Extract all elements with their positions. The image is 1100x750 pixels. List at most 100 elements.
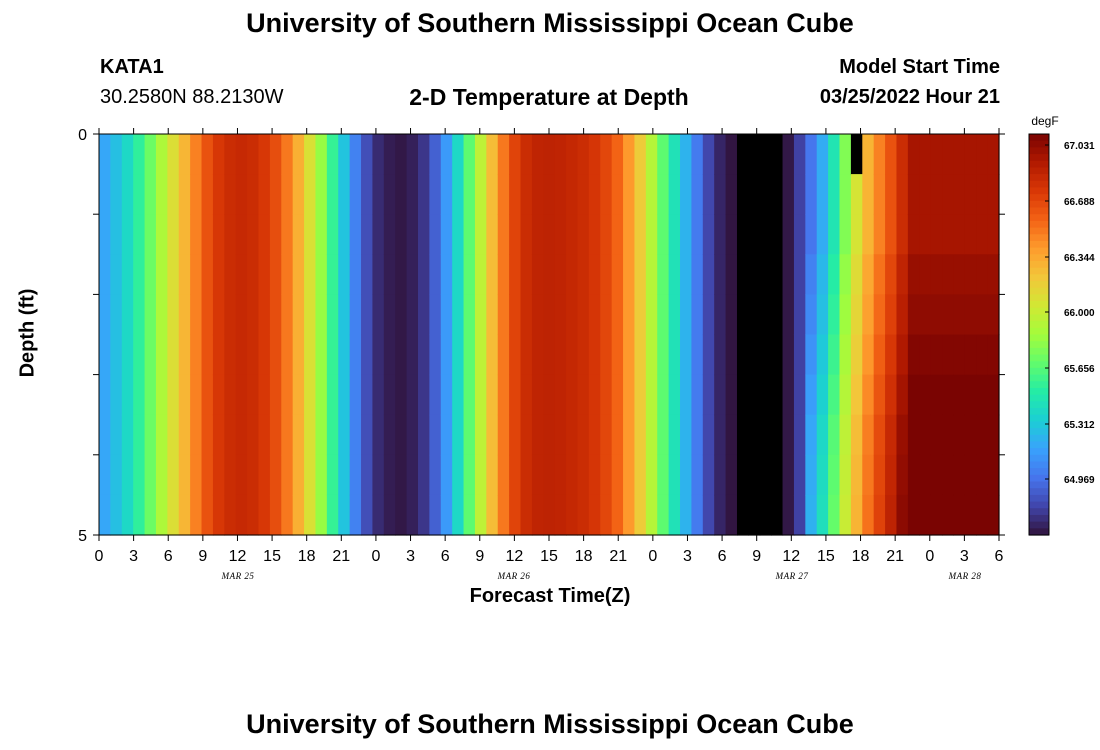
heatmap-cell xyxy=(269,254,282,295)
heatmap-cell xyxy=(680,134,692,175)
heatmap-cell xyxy=(463,334,476,376)
heatmap-cell xyxy=(987,254,1000,295)
heatmap-cell xyxy=(247,494,260,536)
heatmap-cell xyxy=(828,334,841,376)
heatmap-cell xyxy=(315,374,328,416)
heatmap-cell xyxy=(167,174,180,215)
heatmap-cell xyxy=(873,134,886,175)
heatmap-cell xyxy=(976,294,989,336)
heatmap-cell xyxy=(247,374,260,416)
heatmap-cell xyxy=(782,334,795,376)
heatmap-cell xyxy=(828,454,841,496)
heatmap-cell xyxy=(304,254,317,295)
heatmap-cell xyxy=(304,294,317,336)
heatmap-cell xyxy=(395,414,408,456)
heatmap-cell xyxy=(566,254,579,295)
heatmap-cell xyxy=(110,414,123,456)
x-tick-label: 15 xyxy=(540,548,558,565)
heatmap-cell xyxy=(224,454,237,496)
colorbar-segment xyxy=(1029,461,1049,469)
heatmap-cell xyxy=(417,374,430,416)
heatmap-cell xyxy=(907,134,920,175)
heatmap-cell xyxy=(224,334,237,376)
chart-subtitle: 2-D Temperature at Depth xyxy=(0,84,1100,111)
heatmap-cell xyxy=(645,374,658,416)
heatmap-cell xyxy=(281,374,294,416)
colorbar-segment xyxy=(1029,341,1049,349)
heatmap-cell xyxy=(429,494,442,536)
heatmap-cell xyxy=(771,134,784,175)
heatmap-cell xyxy=(793,214,806,255)
heatmap-cell xyxy=(976,174,989,215)
x-tick-label: 6 xyxy=(995,548,1004,565)
heatmap-cell xyxy=(942,134,955,175)
heatmap-cell xyxy=(190,334,203,376)
heatmap-cell xyxy=(691,294,704,336)
heatmap-cell xyxy=(919,134,932,175)
heatmap-cell xyxy=(873,494,886,536)
heatmap-cell xyxy=(258,134,271,175)
heatmap-cell xyxy=(611,334,624,376)
heatmap-cell xyxy=(976,414,989,456)
heatmap-cell xyxy=(212,254,225,295)
heatmap-cell xyxy=(725,414,738,456)
heatmap-cell xyxy=(258,414,271,456)
heatmap-cell xyxy=(850,254,863,295)
heatmap-cell xyxy=(520,374,533,416)
heatmap-cell xyxy=(543,334,556,376)
heatmap-cell xyxy=(850,494,863,536)
heatmap-cell xyxy=(873,334,886,376)
colorbar-tick-label: 65.656 xyxy=(1064,364,1095,375)
page-title: University of Southern Mississippi Ocean… xyxy=(246,8,854,38)
heatmap-cell xyxy=(99,374,111,416)
heatmap-cell xyxy=(919,454,932,496)
heatmap-cell xyxy=(395,334,408,376)
colorbar-segment xyxy=(1029,180,1049,189)
heatmap-cell xyxy=(964,214,977,255)
x-tick-label: 18 xyxy=(575,548,593,565)
heatmap-cell xyxy=(509,294,522,336)
y-axis-label-anchor: Depth (ft) xyxy=(17,289,39,378)
heatmap-cell xyxy=(497,254,510,295)
heatmap-cell xyxy=(611,214,624,255)
heatmap-cell xyxy=(372,134,385,175)
heatmap-cell xyxy=(497,214,510,255)
heatmap-cell xyxy=(611,254,624,295)
heatmap-cell xyxy=(896,214,909,255)
heatmap-cell xyxy=(782,414,795,456)
heatmap-cell xyxy=(474,334,487,376)
heatmap-cell xyxy=(474,254,487,295)
heatmap-cell xyxy=(497,294,510,336)
heatmap-cell xyxy=(748,174,761,215)
heatmap-cell xyxy=(885,254,898,295)
heatmap-cell xyxy=(953,134,966,175)
heatmap-cell xyxy=(873,294,886,336)
heatmap-cell xyxy=(725,134,738,175)
heatmap-cell xyxy=(167,454,180,496)
heatmap-cell xyxy=(828,134,841,175)
heatmap-cell xyxy=(942,294,955,336)
heatmap-cell xyxy=(577,374,590,416)
heatmap-cell xyxy=(577,134,590,175)
heatmap-cell xyxy=(725,374,738,416)
heatmap-cell xyxy=(155,254,168,295)
chart-subtitle-text: 2-D Temperature at Depth xyxy=(409,84,689,110)
x-tick-label: 18 xyxy=(852,548,870,565)
colorbar-segment xyxy=(1029,274,1049,282)
heatmap-cell xyxy=(623,294,636,336)
heatmap-cell xyxy=(942,454,955,496)
colorbar-tick-label: 66.344 xyxy=(1064,253,1095,264)
heatmap-cell xyxy=(190,454,203,496)
colorbar-segment xyxy=(1029,521,1049,529)
heatmap-cell xyxy=(680,494,692,536)
heatmap-cell xyxy=(816,374,829,416)
heatmap-cell xyxy=(178,494,191,536)
heatmap-cell xyxy=(771,254,784,295)
heatmap-cell xyxy=(680,334,692,376)
heatmap-cell xyxy=(828,494,841,536)
heatmap-cell xyxy=(771,374,784,416)
heatmap-cell xyxy=(440,374,453,416)
heatmap-cell xyxy=(361,374,374,416)
heatmap-cell xyxy=(725,454,738,496)
heatmap-cell xyxy=(953,374,966,416)
